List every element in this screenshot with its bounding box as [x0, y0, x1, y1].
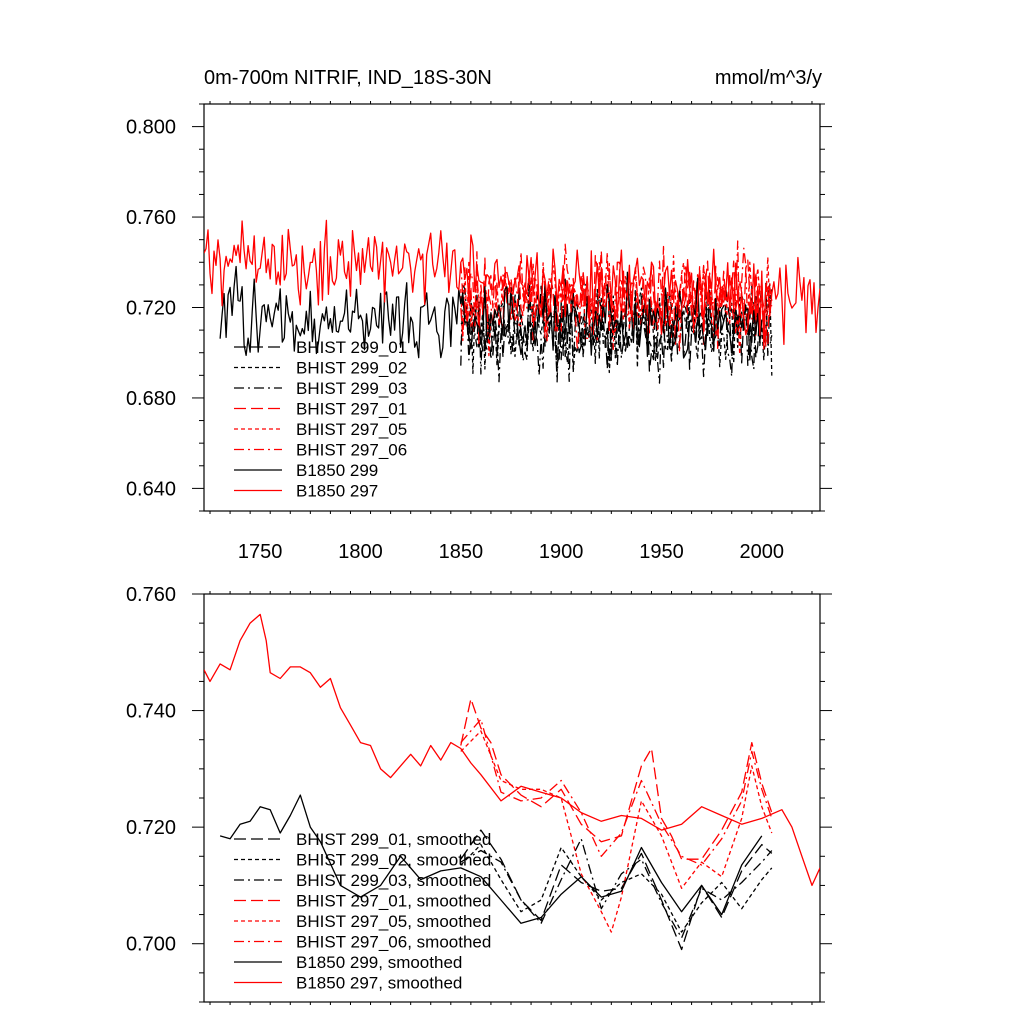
legend-label: BHIST 299_01, smoothed — [296, 830, 491, 849]
legend-label: BHIST 299_02 — [296, 359, 407, 378]
plot-area — [204, 219, 820, 384]
y-tick-label: 0.800 — [126, 117, 176, 139]
y-tick-label: 0.640 — [126, 478, 176, 500]
series-line-bhist-299-02-smoothed — [460, 843, 773, 933]
legend-label: BHIST 297_06 — [296, 441, 407, 460]
y-tick-label: 0.720 — [126, 817, 176, 839]
legend-label: BHIST 297_05 — [296, 420, 407, 439]
legend-label: BHIST 299_01 — [296, 338, 407, 357]
top-chart-units: mmol/m^3/y — [715, 67, 822, 89]
bottom-chart-panel: 0.700 0.720 0.740 0.760 BHIST 299_01, smooth… — [126, 584, 832, 1005]
y-tick-label: 0.680 — [126, 388, 176, 410]
legend: BHIST 299_01, smoothed BHIST 299_02, smoo… — [234, 830, 491, 993]
legend-label: BHIST 297_01, smoothed — [296, 892, 491, 911]
legend-label: BHIST 297_05, smoothed — [296, 912, 491, 931]
legend-label: B1850 299 — [296, 461, 378, 480]
x-tick-label: 1800 — [338, 541, 383, 563]
series-line-b1850-299 — [219, 265, 763, 361]
x-tick-label: 1750 — [238, 541, 283, 563]
legend-label: BHIST 297_01 — [296, 400, 407, 419]
x-tick-label: 1900 — [539, 541, 584, 563]
series-line-bhist-297-05-smoothed — [460, 730, 773, 933]
series-line-bhist-297-01-smoothed — [460, 698, 773, 860]
y-tick-label: 0.760 — [126, 207, 176, 229]
series-line-b1850-297-smoothed — [204, 613, 820, 887]
top-chart-panel: 1750 1800 1850 1900 1950 2000 0.640 0.680 0.720 0… — [126, 101, 832, 563]
legend-label: B1850 297 — [296, 482, 378, 501]
legend-label: BHIST 299_03 — [296, 379, 407, 398]
series-line-bhist-297-06-smoothed — [460, 718, 773, 866]
series-line-bhist-299-02 — [460, 283, 773, 376]
x-tick-label: 1850 — [439, 541, 484, 563]
top-chart-title: 0m-700m NITRIF, IND_18S-30N — [204, 67, 492, 89]
y-tick-label: 0.740 — [126, 701, 176, 723]
y-tick-label: 0.720 — [126, 298, 176, 320]
series-line-b1850-297 — [204, 219, 820, 350]
series-line-bhist-299-03-smoothed — [460, 838, 773, 939]
plot-area — [204, 613, 820, 951]
legend-label: BHIST 299_03, smoothed — [296, 871, 491, 890]
x-tick-label: 1950 — [639, 541, 684, 563]
x-tick-label: 2000 — [740, 541, 785, 563]
legend-label: B1850 297, smoothed — [296, 974, 462, 993]
legend-label: BHIST 299_02, smoothed — [296, 851, 491, 870]
series-line-b1850-299-smoothed — [219, 794, 763, 924]
series-line-bhist-299-01-smoothed — [460, 829, 773, 951]
legend-label: BHIST 297_06, smoothed — [296, 933, 491, 952]
legend-label: B1850 299, smoothed — [296, 953, 462, 972]
y-tick-label: 0.760 — [126, 584, 176, 606]
series-line-bhist-299-03 — [460, 274, 773, 384]
y-tick-label: 0.700 — [126, 934, 176, 956]
